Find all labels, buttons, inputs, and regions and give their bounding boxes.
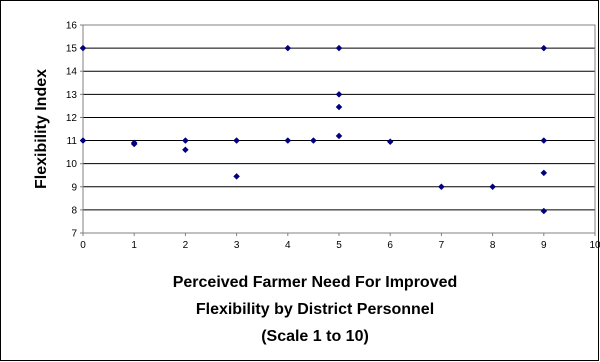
data-point-13 bbox=[335, 103, 343, 111]
x-tick-label: 4 bbox=[285, 240, 291, 251]
data-points bbox=[79, 44, 548, 215]
y-tick-label: 15 bbox=[66, 44, 78, 55]
data-point-8 bbox=[284, 44, 292, 52]
data-point-17 bbox=[489, 183, 496, 191]
x-tick-label: 1 bbox=[131, 240, 137, 251]
y-tick-label: 7 bbox=[71, 229, 77, 240]
data-point-7 bbox=[233, 173, 240, 180]
data-point-6 bbox=[233, 137, 240, 144]
y-tick-label: 9 bbox=[71, 182, 77, 193]
y-axis-ticks: 7 8 9 10 11 12 13 14 15 16 bbox=[66, 21, 83, 240]
data-point-11 bbox=[335, 44, 343, 52]
y-tick-label: 12 bbox=[66, 113, 78, 124]
x-tick-label: 2 bbox=[183, 240, 189, 251]
x-tick-label: 8 bbox=[490, 240, 496, 251]
y-tick-label: 8 bbox=[71, 205, 77, 216]
y-tick-label: 10 bbox=[66, 159, 78, 170]
x-axis-title-line-1: Perceived Farmer Need For Improved bbox=[173, 274, 458, 291]
data-point-14 bbox=[335, 132, 343, 140]
data-point-20 bbox=[540, 169, 548, 177]
x-axis-ticks: 0 1 2 3 4 5 6 7 8 9 10 bbox=[80, 233, 600, 251]
y-tick-label: 11 bbox=[67, 136, 78, 147]
x-tick-label: 9 bbox=[541, 240, 547, 251]
data-point-0 bbox=[79, 44, 87, 52]
data-point-21 bbox=[540, 207, 548, 215]
x-tick-label: 0 bbox=[80, 240, 86, 251]
x-tick-label: 6 bbox=[387, 240, 393, 251]
x-tick-label: 10 bbox=[589, 240, 600, 251]
data-point-3 bbox=[130, 140, 138, 148]
y-axis-title: Flexibility Index bbox=[33, 69, 50, 189]
x-tick-label: 3 bbox=[234, 240, 240, 251]
data-point-4 bbox=[182, 137, 189, 144]
x-tick-label: 5 bbox=[336, 240, 342, 251]
y-tick-label: 14 bbox=[66, 67, 78, 78]
data-point-12 bbox=[335, 90, 343, 98]
data-point-1 bbox=[79, 137, 87, 144]
data-point-15 bbox=[386, 138, 394, 146]
y-tick-label: 13 bbox=[66, 90, 78, 101]
data-point-16 bbox=[438, 183, 445, 191]
data-point-5 bbox=[182, 146, 189, 154]
data-point-10 bbox=[310, 137, 317, 144]
plot-area bbox=[82, 24, 596, 234]
data-point-9 bbox=[284, 137, 292, 144]
data-point-19 bbox=[540, 137, 548, 144]
gridlines bbox=[83, 47, 595, 211]
data-point-18 bbox=[540, 44, 548, 52]
y-tick-label: 16 bbox=[66, 21, 78, 32]
x-tick-label: 7 bbox=[439, 240, 445, 251]
x-axis-title-line-2: Flexibility by District Personnel bbox=[196, 301, 434, 318]
x-axis-title-line-3: (Scale 1 to 10) bbox=[261, 328, 369, 345]
